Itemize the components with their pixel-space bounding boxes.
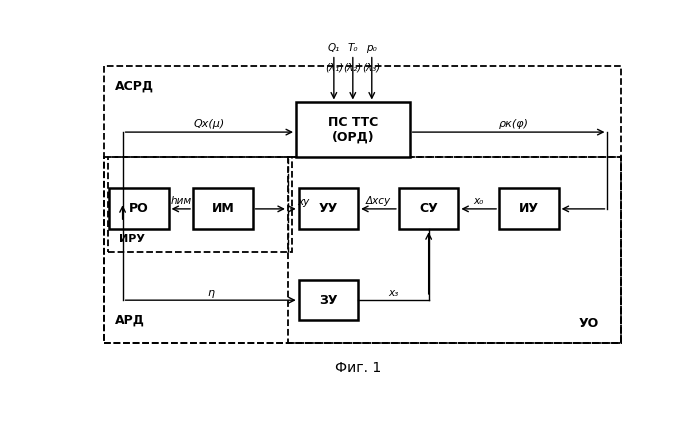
Text: x₃: x₃ — [389, 288, 398, 298]
Bar — [499, 188, 559, 229]
Text: hим: hим — [170, 196, 192, 205]
Text: p₀: p₀ — [366, 43, 377, 53]
Text: ИРУ: ИРУ — [119, 234, 145, 244]
Text: Qх(μ): Qх(μ) — [194, 119, 225, 129]
Text: ПС ТТС
(ОРД): ПС ТТС (ОРД) — [328, 116, 378, 144]
Text: x₀: x₀ — [474, 196, 484, 205]
Text: Δxсу: Δxсу — [366, 196, 391, 205]
Text: УУ: УУ — [319, 202, 338, 215]
Text: (λ₃): (λ₃) — [363, 63, 381, 73]
Text: АРД: АРД — [115, 314, 144, 327]
Text: РО: РО — [129, 202, 149, 215]
Text: ЗУ: ЗУ — [319, 294, 338, 307]
Text: ρк(φ): ρк(φ) — [499, 119, 529, 129]
Text: ИУ: ИУ — [519, 202, 539, 215]
Bar — [399, 188, 459, 229]
Bar — [296, 102, 410, 157]
Text: АСРД: АСРД — [115, 79, 154, 92]
Text: УО: УО — [579, 317, 599, 330]
Bar — [193, 188, 252, 229]
Text: Фиг. 1: Фиг. 1 — [335, 361, 382, 375]
Bar — [298, 188, 358, 229]
Bar — [298, 280, 358, 320]
Bar — [103, 66, 621, 343]
Text: xу: xу — [298, 197, 310, 207]
Bar — [108, 157, 292, 253]
Text: (λ₁): (λ₁) — [325, 63, 343, 73]
Text: T₀: T₀ — [347, 43, 358, 53]
Text: Q₁: Q₁ — [328, 43, 340, 53]
Text: СУ: СУ — [419, 202, 438, 215]
Text: η: η — [207, 288, 214, 298]
Text: (λ₂): (λ₂) — [344, 63, 362, 73]
Bar — [288, 157, 621, 343]
Bar — [109, 188, 168, 229]
Text: ИМ: ИМ — [211, 202, 234, 215]
Bar — [103, 157, 621, 343]
